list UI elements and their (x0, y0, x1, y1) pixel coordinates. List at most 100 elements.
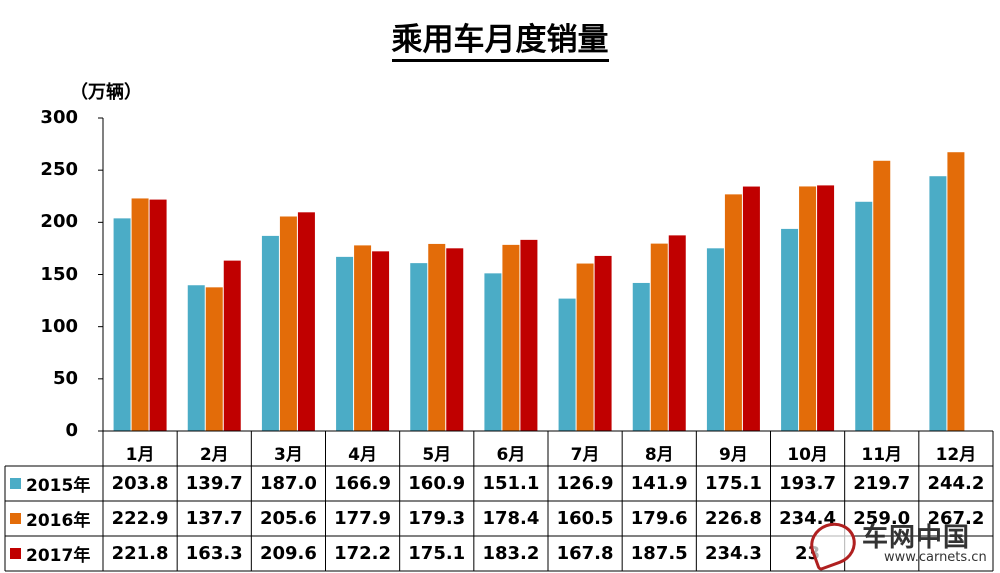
data-table-cell: 219.7 (853, 473, 911, 494)
bar-2017年-2月 (223, 260, 241, 431)
data-table-cell: 222.9 (111, 508, 169, 529)
x-category-label: 2月 (199, 445, 229, 465)
bar-2016年-3月 (279, 216, 297, 431)
bar-2017年-3月 (297, 212, 315, 431)
x-category-label: 10月 (787, 445, 828, 465)
data-table-cell: 259.0 (853, 508, 911, 529)
x-category-label: 7月 (570, 445, 600, 465)
bar-2015年-10月 (781, 228, 799, 431)
x-category-label: 9月 (718, 445, 748, 465)
y-tick-label: 0 (65, 420, 78, 441)
data-table-cell: 167.8 (556, 543, 614, 564)
data-table-cell: 160.9 (408, 473, 466, 494)
data-table-cell: 221.8 (111, 543, 169, 564)
data-table-cell: 126.9 (556, 473, 614, 494)
bar-2017年-7月 (594, 255, 612, 431)
legend-swatch (10, 513, 21, 524)
legend-label: 2015年 (26, 476, 91, 496)
legend-entry: 2017年 (10, 536, 100, 571)
bar-2017年-5月 (446, 248, 464, 431)
data-table-cell: 183.2 (482, 543, 540, 564)
x-category-label: 11月 (861, 445, 903, 465)
y-tick-label: 100 (40, 315, 78, 337)
bar-2015年-3月 (261, 235, 279, 431)
bar-2015年-7月 (558, 298, 576, 431)
bar-2017年-10月 (817, 185, 835, 431)
data-table-cell: 178.4 (482, 508, 540, 529)
x-category-label: 5月 (422, 445, 452, 465)
data-table-cell: 205.6 (259, 508, 317, 529)
data-table-cell: 267.2 (927, 508, 985, 529)
bar-2017年-8月 (668, 235, 686, 431)
bar-2016年-5月 (428, 243, 446, 431)
bar-2015年-11月 (855, 201, 873, 431)
bar-2015年-4月 (336, 256, 354, 431)
watermark-text: 车网中国 (862, 523, 971, 553)
data-table-cell: 151.1 (482, 473, 540, 494)
bar-2016年-4月 (354, 245, 372, 431)
bar-2015年-1月 (113, 218, 131, 431)
legend-swatch (10, 478, 21, 489)
data-table-cell: 244.2 (927, 473, 985, 494)
y-tick-label: 50 (52, 367, 78, 389)
y-tick-label: 250 (40, 159, 78, 181)
bar-2015年-2月 (187, 285, 205, 431)
bar-2017年-1月 (149, 199, 167, 431)
bar-2016年-2月 (205, 287, 223, 431)
data-table-cell: 141.9 (630, 473, 688, 494)
legend-label: 2016年 (26, 511, 91, 531)
y-tick-label: 300 (40, 107, 78, 128)
data-table-cell: 234.4 (779, 508, 837, 529)
data-table-cell: 137.7 (185, 508, 243, 529)
watermark-url: www.carnets.cn (884, 550, 987, 565)
legend-entry: 2015年 (10, 466, 100, 501)
bar-2015年-5月 (410, 263, 428, 431)
bar-2015年-12月 (929, 176, 947, 431)
data-table-cell: 187.5 (630, 543, 688, 564)
bar-2017年-6月 (520, 239, 538, 431)
carnets-logo-icon (804, 516, 862, 572)
bar-2015年-6月 (484, 273, 502, 431)
data-table-cell: 187.0 (259, 473, 317, 494)
bar-2016年-11月 (873, 160, 891, 431)
bar-2016年-8月 (650, 243, 668, 431)
bar-2015年-9月 (706, 248, 724, 431)
bar-2016年-7月 (576, 263, 594, 431)
data-table-cell: 193.7 (779, 473, 837, 494)
x-category-label: 6月 (496, 445, 526, 465)
data-table-cell: 166.9 (334, 473, 392, 494)
x-category-label: 12月 (935, 445, 977, 465)
data-table-cell: 179.3 (408, 508, 466, 529)
data-table-cell: 179.6 (630, 508, 688, 529)
y-axis-unit: （万辆） (70, 82, 142, 103)
data-table-cell: 209.6 (259, 543, 317, 564)
x-category-label: 4月 (348, 445, 377, 465)
bar-2015年-8月 (632, 282, 650, 431)
bar-2016年-9月 (724, 194, 742, 431)
y-tick-label: 200 (40, 211, 78, 233)
data-table-cell: 163.3 (185, 543, 243, 564)
data-table-cell: 160.5 (556, 508, 614, 529)
x-category-label: 1月 (125, 445, 155, 465)
bar-2016年-1月 (131, 198, 149, 431)
bar-2016年-6月 (502, 244, 520, 431)
legend-swatch (10, 548, 21, 559)
data-table-cell: 177.9 (334, 508, 392, 529)
data-table-cell: 234.3 (704, 543, 762, 564)
data-table-cell: 203.8 (111, 473, 169, 494)
y-tick-label: 150 (40, 263, 78, 285)
bar-2016年-10月 (799, 186, 817, 431)
x-category-label: 3月 (273, 445, 303, 465)
legend-label: 2017年 (26, 546, 91, 566)
bar-2017年-4月 (372, 251, 390, 431)
data-table-cell: 175.1 (408, 543, 466, 564)
data-table-cell: 172.2 (334, 543, 392, 564)
chart-title: 乘用车月度销量 (0, 14, 1000, 62)
data-table-cell: 139.7 (185, 473, 243, 494)
data-table-cell: 175.1 (704, 473, 762, 494)
bar-2016年-12月 (947, 152, 965, 432)
bar-2017年-9月 (742, 186, 760, 431)
data-table-cell: 226.8 (704, 508, 762, 529)
x-category-label: 8月 (644, 445, 674, 465)
